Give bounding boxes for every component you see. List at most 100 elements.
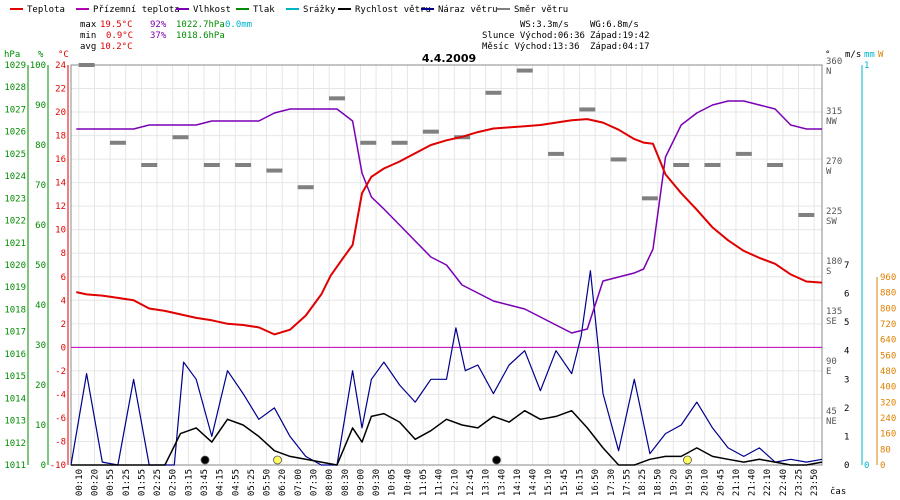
- tick-pressure: 1017: [4, 328, 26, 338]
- legend-label: Srážky: [303, 5, 336, 15]
- tick-direction-label: SW: [826, 217, 837, 227]
- series-temperature: [76, 118, 823, 336]
- direction-mark: [297, 185, 314, 190]
- x-axis-ticks: 00:10 00:20 00:55 01:25 01:55 02:25 02:50 03:15…: [75, 469, 820, 496]
- tick-pressure: 1024: [4, 172, 26, 182]
- x-tick-label: 15:45: [560, 469, 570, 496]
- tick-pressure: 1013: [4, 417, 26, 427]
- x-tick-label: 00:20: [90, 469, 100, 496]
- legend-label: Tlak: [253, 5, 275, 15]
- tick-humidity: 50: [35, 261, 46, 271]
- x-tick-label: 22:40: [779, 469, 789, 496]
- x-tick-label: 03:15: [184, 469, 194, 496]
- tick-humidity: 20: [35, 381, 46, 391]
- tick-pressure: 1011: [4, 461, 26, 471]
- legend-label: Náraz větru: [438, 5, 498, 15]
- unit-hpa: hPa: [4, 50, 20, 60]
- tick-solar: 240: [880, 414, 896, 424]
- x-tick-label: 04:15: [216, 469, 226, 496]
- x-tick-label: 10:05: [388, 469, 398, 496]
- direction-mark: [235, 163, 252, 167]
- x-tick-label: 00:10: [75, 469, 85, 496]
- series-layer: [70, 63, 823, 466]
- direction-mark: [203, 163, 220, 167]
- tick-temperature: -2: [55, 367, 66, 377]
- x-tick-label: 06:20: [278, 469, 288, 496]
- direction-mark: [767, 163, 784, 167]
- tick-solar: 160: [880, 430, 896, 440]
- stats-block: max 19.5°C 92% 1022.7hPa 0.0mm min 0.9°C…: [80, 20, 650, 52]
- tick-solar: 80: [880, 445, 891, 455]
- tick-pressure: 1014: [4, 394, 26, 404]
- tick-solar: 720: [880, 320, 896, 330]
- tick-pressure: 1019: [4, 283, 26, 293]
- tick-pressure: 1023: [4, 194, 26, 204]
- x-tick-label: 01:55: [137, 469, 147, 496]
- tick-solar: 640: [880, 336, 896, 346]
- tick-temperature: 14: [55, 179, 66, 189]
- tick-humidity: 100: [30, 61, 46, 71]
- axes: 1011 1012 1013 1014 1015 1 0 16 1017 1018 1019 1020…: [4, 57, 896, 471]
- sun-rise: Slunce Východ:06:36: [482, 31, 585, 41]
- x-tick-label: 12:45: [466, 469, 476, 496]
- tick-solar: 320: [880, 398, 896, 408]
- unit-mm: mm: [864, 50, 875, 60]
- stat-avg-label: avg: [80, 42, 96, 52]
- direction-mark: [172, 135, 189, 140]
- tick-humidity: 90: [35, 101, 46, 111]
- x-tick-label: 01:25: [122, 469, 132, 496]
- tick-rain: 0: [864, 461, 869, 471]
- direction-mark: [798, 213, 815, 217]
- tick-pressure: 1026: [4, 128, 26, 138]
- x-tick-label: 09:30: [372, 469, 382, 496]
- tick-pressure: 1012: [4, 439, 26, 449]
- series-wind: [71, 409, 823, 466]
- legend-label: Směr větru: [514, 5, 568, 15]
- tick-pressure: 1018: [4, 305, 26, 315]
- legend-label: Vlhkost: [193, 5, 231, 15]
- tick-pressure: 1015: [4, 372, 26, 382]
- stat-max-rain: 0.0mm: [225, 20, 252, 30]
- x-tick-label: 16:15: [575, 469, 585, 496]
- unit-time: čas: [830, 486, 846, 497]
- moon-rise: Měsíc Východ:13:36: [482, 42, 580, 52]
- tick-temperature: 16: [55, 155, 66, 165]
- tick-direction: 225: [826, 207, 842, 217]
- x-tick-label: 07:30: [310, 469, 320, 496]
- unit-pct: %: [38, 50, 44, 60]
- stat-max-hum: 92%: [150, 20, 167, 30]
- stat-wind-speed: WS:3.3m/s: [520, 20, 569, 30]
- x-tick-label: 05:25: [247, 469, 257, 496]
- tick-temperature: 24: [55, 61, 66, 71]
- tick-direction: 360: [826, 57, 842, 67]
- series-gust: [70, 270, 823, 466]
- tick-wind: 2: [844, 404, 849, 414]
- tick-temperature: 8: [61, 249, 66, 259]
- tick-humidity: 0: [41, 461, 46, 471]
- direction-mark: [673, 163, 690, 167]
- tick-direction: 90: [826, 357, 837, 367]
- moon-marker: [200, 455, 210, 465]
- tick-pressure: 1020: [4, 261, 26, 271]
- x-tick-label: 02:50: [169, 469, 179, 496]
- x-tick-label: 02:25: [153, 469, 163, 496]
- sun-marker: [273, 455, 282, 465]
- plot-frame: [70, 64, 823, 466]
- tick-solar: 0: [880, 461, 885, 471]
- direction-mark: [548, 151, 565, 156]
- stat-min-label: min: [80, 31, 96, 41]
- tick-direction: 270: [826, 157, 842, 167]
- legend-label: Rychlost větru: [355, 5, 431, 15]
- chart-title: 4.4.2009: [422, 52, 476, 65]
- x-tick-label: 10:40: [403, 469, 413, 496]
- tick-temperature: 4: [61, 296, 66, 306]
- tick-solar: 880: [880, 289, 896, 299]
- x-tick-label: 17:30: [607, 469, 617, 496]
- x-tick-label: 22:10: [763, 469, 773, 496]
- tick-temperature: 12: [55, 202, 66, 212]
- tick-wind: 0: [844, 461, 849, 471]
- tick-humidity: 70: [35, 181, 46, 191]
- tick-wind: 1: [844, 432, 849, 442]
- direction-mark: [109, 140, 126, 145]
